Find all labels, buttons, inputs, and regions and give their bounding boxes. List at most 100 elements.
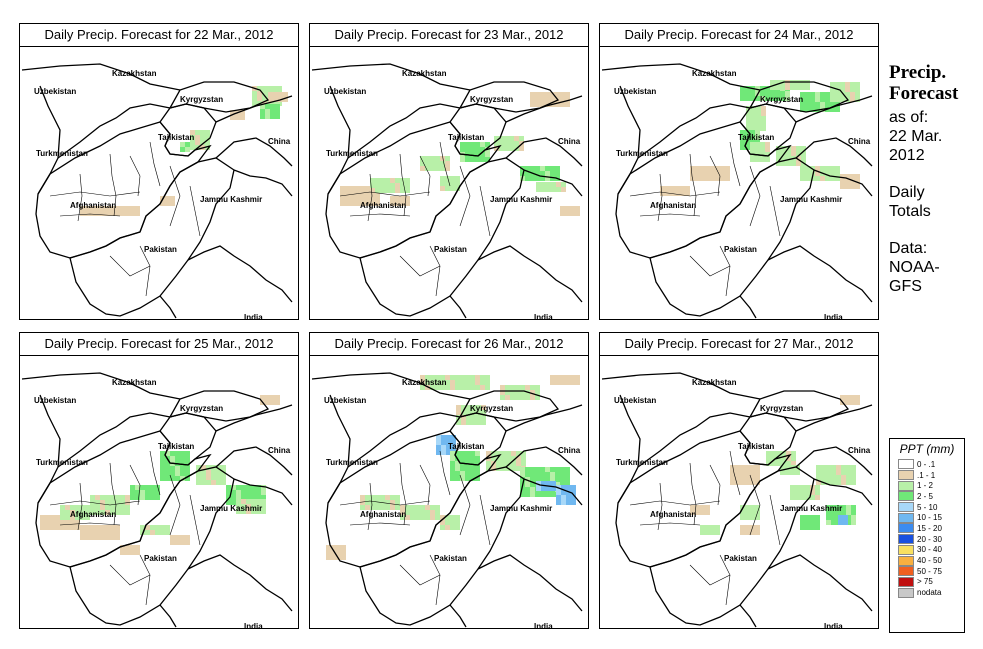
precip-cell [340, 196, 345, 201]
precip-cell [561, 500, 566, 505]
legend-item: 0 - .1 [898, 459, 964, 470]
precip-cell [520, 492, 525, 497]
precip-cell [480, 375, 485, 380]
map-label-india: India [824, 622, 843, 628]
map-label-kyrgyzstan: Kyrgyzstan [760, 404, 803, 413]
precip-cell [780, 91, 785, 96]
precip-cell [390, 495, 395, 500]
precip-cell [450, 461, 455, 466]
country-boundary [215, 446, 293, 476]
precip-cell [466, 420, 471, 425]
precip-cell [501, 466, 506, 471]
precip-cell [75, 515, 80, 520]
precip-cell [185, 147, 190, 152]
precip-cell [810, 171, 815, 176]
precip-cell [446, 445, 451, 450]
forecast-panel-22-mar: Daily Precip. Forecast for 22 Mar., 2012… [19, 23, 299, 320]
precip-cell [545, 92, 550, 97]
precip-cell [100, 535, 105, 540]
precip-cell [800, 85, 805, 90]
precip-cell [150, 530, 155, 535]
precip-cell [855, 184, 860, 189]
precip-cell [405, 188, 410, 193]
province-boundary [399, 462, 407, 526]
precip-cell [695, 510, 700, 515]
precip-cell [491, 456, 496, 461]
province-boundary [769, 185, 781, 237]
precip-cell [130, 545, 135, 550]
precip-cell [283, 92, 288, 97]
precip-cell [800, 166, 805, 171]
precip-cell [565, 92, 570, 97]
precip-cell [268, 97, 273, 102]
precip-cell [755, 142, 760, 147]
precip-cell [105, 500, 110, 505]
precip-cell [460, 142, 465, 147]
precip-cell [480, 152, 485, 157]
precip-cell [791, 146, 796, 151]
precip-cell [570, 375, 575, 380]
precip-cell [205, 140, 210, 145]
precip-cell [805, 490, 810, 495]
precip-cell [750, 157, 755, 162]
map-label-kazakhstan: Kazakhstan [112, 378, 157, 387]
province-boundary [639, 522, 701, 526]
precip-cell [846, 515, 851, 520]
country-boundary [523, 169, 583, 197]
precip-cell [425, 166, 430, 171]
precip-cell [530, 467, 535, 472]
precip-cell [499, 146, 504, 151]
precip-cell [855, 400, 860, 405]
map-label-india: India [244, 622, 263, 628]
precip-cell [776, 151, 781, 156]
precip-cell [515, 390, 520, 395]
precip-cell [262, 91, 267, 96]
precip-cell [815, 485, 820, 490]
precip-cell [45, 515, 50, 520]
precip-cell [201, 475, 206, 480]
precip-cell [272, 86, 277, 91]
precip-cell [241, 495, 246, 500]
precip-cell [825, 92, 830, 97]
precip-cell [185, 461, 190, 466]
province-boundary [109, 564, 151, 586]
precip-cell [170, 540, 175, 545]
precip-cell [100, 525, 105, 530]
precip-cell [410, 510, 415, 515]
map-label-india: India [534, 622, 553, 628]
precip-cell [115, 530, 120, 535]
precip-cell [791, 451, 796, 456]
precip-cell [516, 466, 521, 471]
precip-cell [275, 109, 280, 114]
precip-cell [395, 495, 400, 500]
precip-cell [500, 395, 505, 400]
precip-cell [835, 107, 840, 112]
precip-cell [540, 477, 545, 482]
precip-cell [80, 206, 85, 211]
precip-cell [190, 130, 195, 135]
precip-cell [690, 510, 695, 515]
precip-cell [405, 183, 410, 188]
precip-cell [476, 420, 481, 425]
precip-cell [221, 475, 226, 480]
precip-cell [835, 171, 840, 176]
precip-cell [60, 515, 65, 520]
precip-cell [560, 375, 565, 380]
precip-cell [231, 495, 236, 500]
precip-cell [541, 187, 546, 192]
precip-cell [450, 186, 455, 191]
precip-cell [685, 191, 690, 196]
precip-cell [745, 135, 750, 140]
precip-cell [385, 495, 390, 500]
precip-cell [551, 481, 556, 486]
precip-cell [710, 176, 715, 181]
precip-cell [560, 97, 565, 102]
precip-cell [278, 92, 283, 97]
precip-cell [90, 211, 95, 216]
precip-cell [455, 186, 460, 191]
precip-cell [370, 178, 375, 183]
precip-cell [251, 485, 256, 490]
precip-cell [40, 520, 45, 525]
legend-item: 2 - 5 [898, 491, 964, 502]
as-of-date-line1: 22 Mar. [889, 128, 943, 145]
